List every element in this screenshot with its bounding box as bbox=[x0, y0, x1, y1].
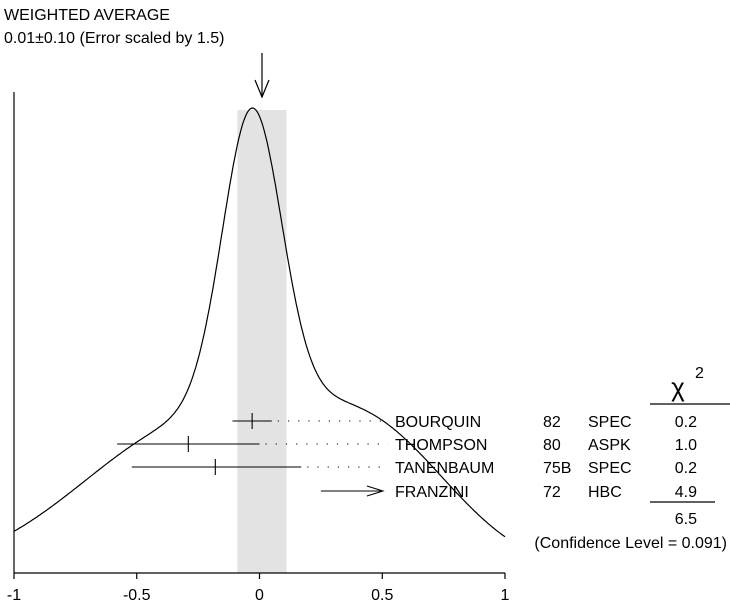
average-band bbox=[237, 110, 287, 573]
measurement-tech: SPEC bbox=[588, 460, 632, 477]
measurement-year: 82 bbox=[543, 414, 561, 431]
x-tick-label: -1 bbox=[7, 587, 21, 604]
ideogram-curve bbox=[13, 107, 506, 538]
chart-title: WEIGHTED AVERAGE bbox=[4, 7, 170, 24]
x-tick-label: 1 bbox=[501, 587, 510, 604]
measurement-year: 75B bbox=[543, 460, 571, 477]
measurement-author: THOMPSON bbox=[395, 437, 487, 454]
measurement-bar bbox=[232, 413, 388, 429]
x-tick-label: 0 bbox=[255, 587, 264, 604]
measurement-chi2: 1.0 bbox=[675, 437, 697, 454]
measurement-year: 80 bbox=[543, 437, 561, 454]
chi2-total: 6.5 bbox=[675, 511, 697, 528]
confidence-level: (Confidence Level = 0.091) bbox=[534, 535, 727, 552]
measurement-tech: ASPK bbox=[588, 437, 631, 454]
measurement-tech: HBC bbox=[588, 484, 622, 501]
x-tick-label: -0.5 bbox=[123, 587, 151, 604]
measurement-author: BOURQUIN bbox=[395, 414, 481, 431]
measurement-author: FRANZINI bbox=[395, 484, 469, 501]
average-arrow bbox=[254, 53, 270, 99]
chart-subtitle: 0.01±0.10 (Error scaled by 1.5) bbox=[4, 30, 224, 47]
measurement-year: 72 bbox=[543, 484, 561, 501]
measurement-chi2: 4.9 bbox=[675, 484, 697, 501]
measurement-bar bbox=[320, 485, 385, 497]
measurement-chi2: 0.2 bbox=[675, 414, 697, 431]
measurement-bar bbox=[117, 436, 388, 452]
x-tick-label: 0.5 bbox=[371, 587, 393, 604]
chi2-exponent: 2 bbox=[695, 365, 704, 382]
measurement-chi2: 0.2 bbox=[675, 460, 697, 477]
measurement-tech: SPEC bbox=[588, 414, 632, 431]
measurement-author: TANENBAUM bbox=[395, 460, 494, 477]
chi2-header: χ bbox=[671, 372, 685, 402]
measurement-bar bbox=[131, 459, 388, 475]
